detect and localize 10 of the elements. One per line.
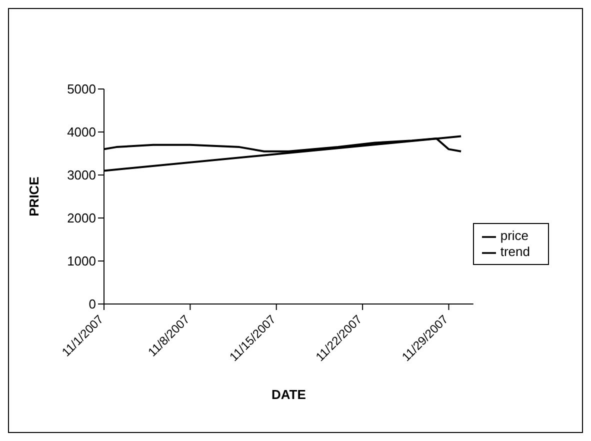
y-tick-label: 3000 (67, 168, 96, 183)
x-axis-title: DATE (271, 387, 306, 402)
y-tick-label: 5000 (67, 82, 96, 97)
y-tick-label: 2000 (67, 210, 96, 226)
legend-label: trend (500, 244, 530, 259)
y-axis-title: PRICE (26, 176, 42, 216)
legend-label: price (500, 228, 529, 244)
y-tick-label: 0 (88, 296, 96, 312)
y-tick-label: 1000 (67, 254, 96, 269)
y-tick-label: 4000 (67, 124, 96, 140)
